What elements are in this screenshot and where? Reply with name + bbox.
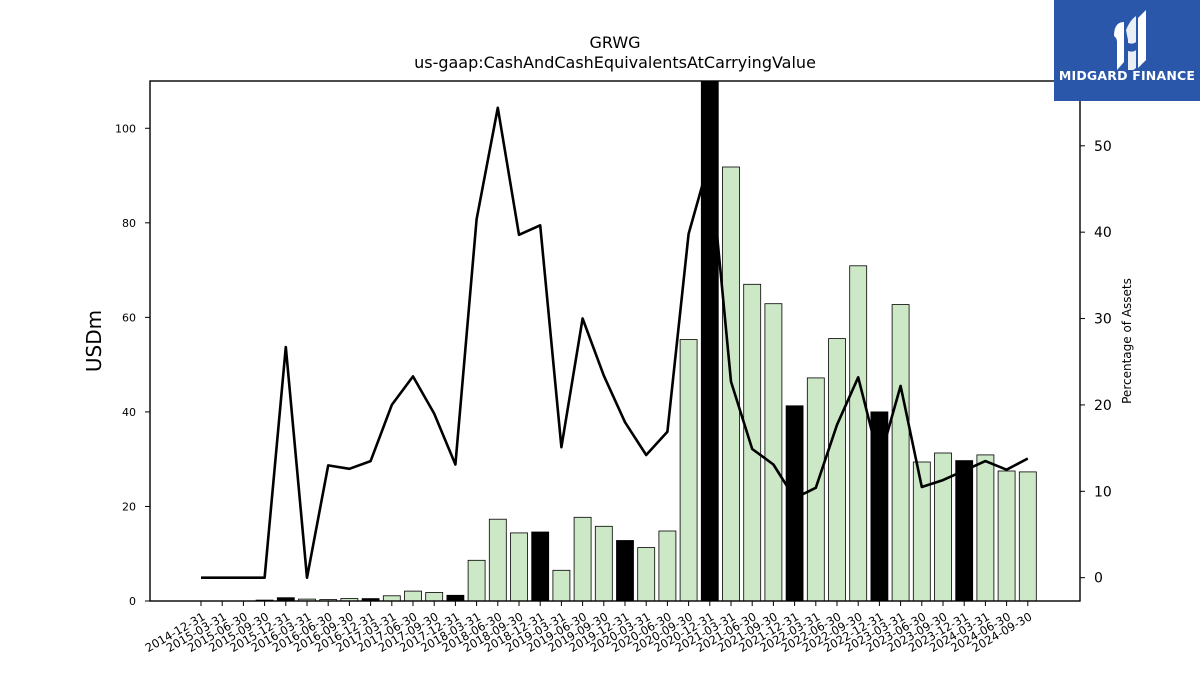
y-axis-label: USDm <box>82 310 106 372</box>
line-series-layer <box>201 106 1029 580</box>
y-tick-label: 0 <box>129 595 136 608</box>
bar-2021-09-30 <box>764 303 783 602</box>
y2-tick-label: 10 <box>1094 484 1112 500</box>
bar-2024-03-31 <box>976 454 995 602</box>
bar-2019-09-30 <box>594 525 613 602</box>
bar-2019-06-30 <box>573 516 592 602</box>
bar-2018-03-31 <box>467 559 486 602</box>
bar-2017-09-30 <box>425 592 444 602</box>
logo-mark-icon <box>1114 10 1146 70</box>
bar-2017-12-31 <box>446 594 465 602</box>
bar-2019-12-31 <box>616 540 634 602</box>
bar-2020-06-30 <box>658 530 677 602</box>
bar-2021-06-30 <box>743 283 762 602</box>
y-tick-label: 100 <box>115 122 136 135</box>
bar-series <box>255 80 1037 602</box>
chart-subtitle: us-gaap:CashAndCashEquivalentsAtCarrying… <box>414 53 816 72</box>
y2-tick-label: 40 <box>1094 225 1112 241</box>
bar-2022-09-30 <box>849 265 868 602</box>
bar-2021-12-31 <box>785 405 804 602</box>
bar-2018-09-30 <box>510 532 528 602</box>
bar-2017-03-31 <box>382 595 401 602</box>
y-tick-label: 40 <box>122 406 136 419</box>
plot-frame <box>149 80 1081 602</box>
y2-tick-label: 30 <box>1094 312 1112 328</box>
y2-tick-label: 20 <box>1094 398 1112 414</box>
y-tick-label: 80 <box>122 217 136 230</box>
percentage-line <box>201 106 1029 580</box>
bar-2018-06-30 <box>488 518 507 602</box>
bar-2018-12-31 <box>531 531 550 602</box>
brand-logo: MIDGARD FINANCE <box>1054 0 1200 101</box>
bar-2020-09-30 <box>679 339 698 602</box>
axes: 020406080100010203040502014-12-312015-03… <box>115 80 1112 655</box>
chart-title: GRWG <box>589 33 640 52</box>
y-tick-label: 20 <box>122 500 136 513</box>
bar-2020-03-31 <box>637 547 656 602</box>
y-tick-label: 60 <box>122 311 136 324</box>
bar-2023-03-31 <box>891 304 910 602</box>
y2-axis-label: Percentage of Assets <box>1120 278 1134 404</box>
y2-tick-label: 50 <box>1094 139 1112 155</box>
brand-name: MIDGARD FINANCE <box>1058 68 1196 83</box>
bar-2017-06-30 <box>404 590 422 602</box>
bar-2024-09-30 <box>1018 471 1037 602</box>
bar-2023-09-30 <box>934 452 952 602</box>
bar-2024-06-30 <box>997 470 1016 602</box>
y2-tick-label: 0 <box>1094 571 1103 587</box>
bar-2022-06-30 <box>828 338 846 602</box>
bar-2023-12-31 <box>955 460 974 602</box>
bar-2019-03-31 <box>552 569 571 602</box>
